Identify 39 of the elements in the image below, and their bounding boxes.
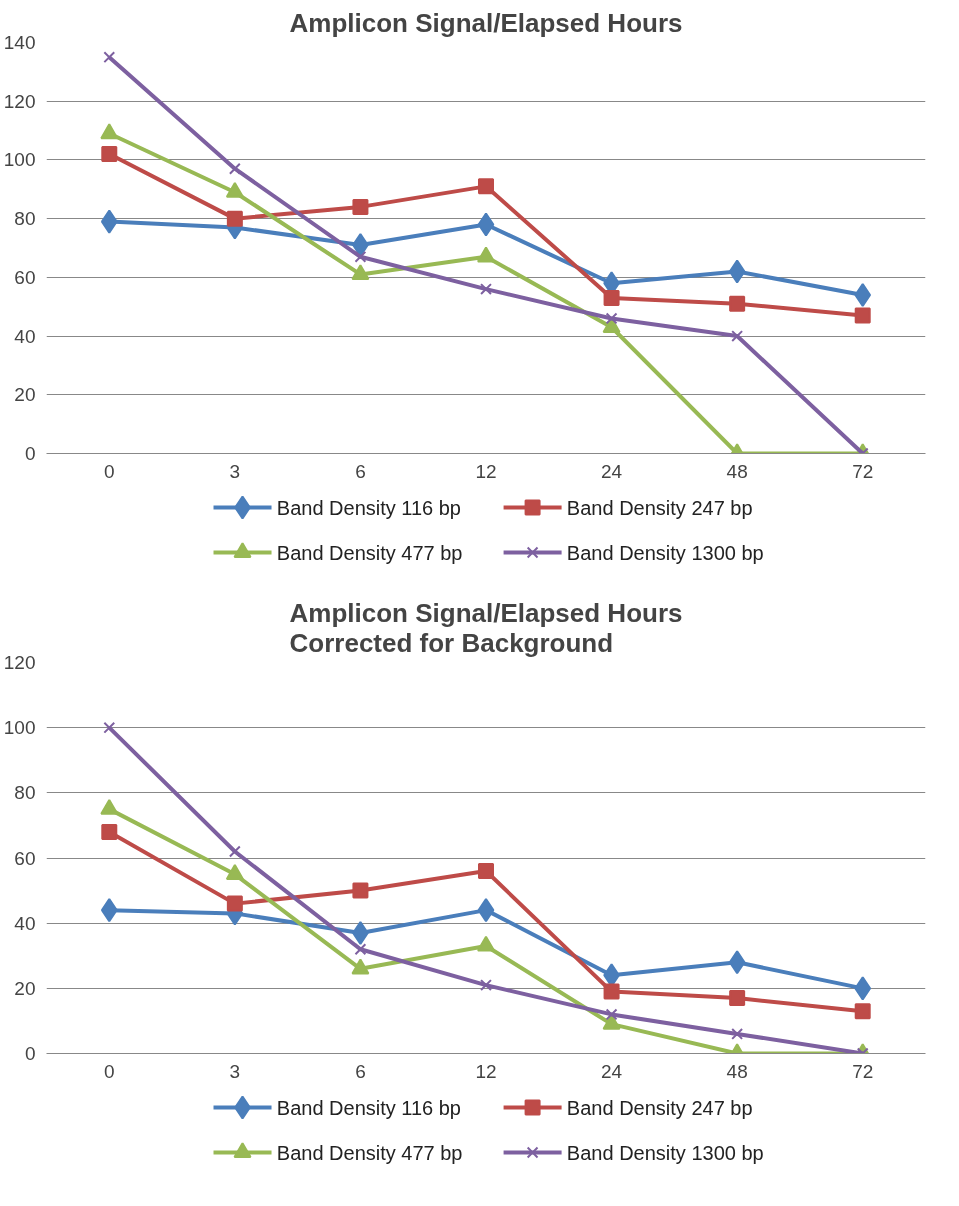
x-tick-label: 3 (229, 1060, 241, 1082)
legend-label: Band Density 247 bp (566, 1096, 753, 1119)
legend-label: Band Density 116 bp (276, 1096, 461, 1119)
y-tick-label: 40 (14, 912, 36, 934)
x-tick-label: 24 (601, 460, 623, 482)
y-tick-label: 100 (3, 149, 36, 171)
legend-label: Band Density 477 bp (276, 541, 463, 564)
chart-title: Amplicon Signal/Elapsed Hours Corrected for Background (289, 597, 683, 658)
y-tick-label: 140 (3, 32, 36, 53)
x-tick-label: 48 (726, 1060, 748, 1082)
x-tick-label: 3 (229, 460, 241, 482)
chart-title: Amplicon Signal/Elapsed Hours (289, 7, 683, 38)
legend-label: Band Density 116 bp (276, 496, 461, 519)
x-tick-label: 0 (104, 460, 115, 482)
x-tick-label: 72 (852, 460, 874, 482)
y-tick-label: 80 (14, 782, 36, 804)
x-tick-label: 6 (355, 1060, 366, 1082)
y-tick-label: 100 (3, 717, 36, 739)
y-tick-label: 20 (14, 384, 36, 406)
y-tick-label: 0 (24, 1043, 36, 1064)
legend-label: Band Density 1300 bp (566, 541, 764, 564)
x-tick-label: 48 (726, 460, 748, 482)
x-tick-label: 72 (852, 1060, 874, 1082)
x-tick-label: 6 (355, 460, 366, 482)
y-tick-label: 120 (3, 90, 36, 112)
legend-label: Band Density 247 bp (566, 496, 753, 519)
y-tick-label: 40 (14, 325, 36, 347)
y-tick-label: 120 (3, 652, 36, 673)
y-tick-label: 0 (24, 443, 36, 464)
legend-label: Band Density 1300 bp (566, 1141, 764, 1164)
x-tick-label: 0 (104, 1060, 115, 1082)
x-tick-label: 12 (475, 460, 497, 482)
x-tick-label: 12 (475, 1060, 497, 1082)
y-tick-label: 80 (14, 208, 36, 230)
y-tick-label: 60 (14, 266, 36, 288)
y-tick-label: 60 (14, 847, 36, 869)
x-tick-label: 24 (601, 1060, 623, 1082)
legend-label: Band Density 477 bp (276, 1141, 463, 1164)
y-tick-label: 20 (14, 977, 36, 999)
